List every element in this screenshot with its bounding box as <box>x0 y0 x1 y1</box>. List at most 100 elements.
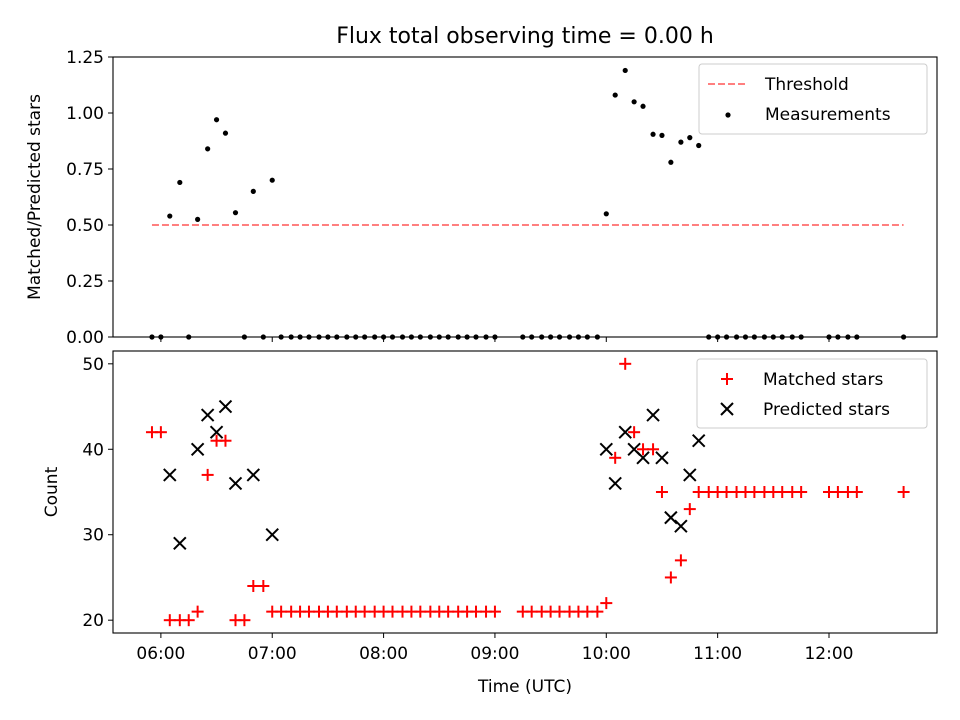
predicted-star-point <box>246 468 261 482</box>
measurement-point <box>659 132 665 138</box>
predicted-star-point <box>636 451 650 465</box>
predicted-star-point <box>218 399 233 414</box>
legend-matched-swatch <box>721 373 733 385</box>
measurement-point <box>640 103 646 109</box>
predicted-star-point <box>200 408 215 422</box>
top-panel: 0.00 0.25 0.50 0.75 1.00 1.25 Matched/Predict… <box>25 48 938 348</box>
measurement-point <box>205 146 211 152</box>
matched-star-point <box>247 580 260 592</box>
legend-predicted-label: Predicted stars <box>763 400 890 420</box>
measurement-point <box>631 99 637 105</box>
matched-star-point <box>647 443 660 456</box>
matched-star-point <box>358 605 371 618</box>
measurement-point <box>269 177 275 183</box>
matched-star-point <box>674 554 687 567</box>
predicted-star-point <box>655 451 669 465</box>
legend-predicted-swatch <box>720 402 734 416</box>
matched-star-point <box>219 434 232 447</box>
matched-star-point <box>182 614 195 627</box>
top-y-axis-label: Matched/Predicted stars <box>25 94 45 300</box>
bottom-legend-box <box>696 358 928 429</box>
bottom-panel: 20 30 40 50 06:00 07:00 08:00 09:00 10:00 11:00 12… <box>42 350 938 697</box>
matched-star-point <box>581 605 594 618</box>
top-data <box>149 67 907 340</box>
bottom-data <box>145 357 910 627</box>
matched-star-point <box>720 486 733 498</box>
matched-star-point <box>776 486 789 498</box>
top-y-tick-label: 1.25 <box>66 48 104 68</box>
measurement-point <box>696 142 702 149</box>
matched-star-point <box>442 605 455 618</box>
bottom-x-tick-label: 08:00 <box>359 644 408 664</box>
bottom-y-tick-label: 30 <box>82 526 104 546</box>
matched-star-point <box>163 614 176 627</box>
matched-star-point <box>238 614 251 627</box>
legend-threshold-label: Threshold <box>764 75 849 95</box>
top-y-tick-label: 0.00 <box>66 328 104 348</box>
predicted-star-point <box>599 442 613 456</box>
matched-star-point <box>553 605 566 618</box>
measurement-point <box>603 211 609 217</box>
bottom-legend: Matched stars Predicted stars <box>696 358 928 429</box>
top-legend-box <box>698 63 928 135</box>
measurement-point <box>195 216 201 222</box>
measurement-point <box>612 92 618 98</box>
matched-star-point <box>897 486 910 498</box>
measurement-point <box>622 67 628 74</box>
measurement-point <box>222 130 229 136</box>
matched-star-point <box>201 468 214 481</box>
legend-measurements-label: Measurements <box>765 105 891 125</box>
top-ticks: 0.00 0.25 0.50 0.75 1.00 1.25 <box>66 48 830 348</box>
matched-star-point <box>628 426 641 439</box>
bottom-x-tick-label: 12:00 <box>804 644 853 664</box>
top-plot-frame <box>112 56 938 338</box>
predicted-star-point <box>683 468 697 482</box>
predicted-star-point <box>163 468 177 482</box>
top-chart-title: Flux total observing time = 0.00 h <box>336 24 714 49</box>
predicted-star-point <box>190 442 205 456</box>
top-y-tick-label: 1.00 <box>66 104 104 124</box>
matched-star-point <box>637 443 650 456</box>
bottom-x-tick-label: 07:00 <box>248 644 297 664</box>
bottom-x-axis-label: Time (UTC) <box>477 677 572 697</box>
matched-star-point <box>488 605 501 618</box>
matched-star-point <box>302 605 315 618</box>
predicted-star-point <box>646 408 660 422</box>
predicted-star-point <box>608 476 622 491</box>
matched-star-point <box>154 426 167 439</box>
measurement-point <box>650 131 656 137</box>
top-legend: Threshold Measurements <box>698 63 928 135</box>
matched-star-point <box>470 605 483 618</box>
top-y-tick-label: 0.75 <box>66 160 104 180</box>
predicted-star-point <box>674 519 688 533</box>
measurement-point <box>213 117 220 123</box>
matched-star-point <box>591 605 604 618</box>
predicted-star-point <box>664 510 678 525</box>
bottom-y-tick-label: 40 <box>82 440 104 460</box>
bottom-y-axis-label: Count <box>42 466 62 517</box>
matched-star-point <box>600 597 613 610</box>
matched-star-point <box>330 605 343 618</box>
top-y-tick-label: 0.50 <box>66 216 104 236</box>
bottom-plot-frame <box>112 350 938 634</box>
matched-star-point <box>619 357 632 370</box>
matched-star-point <box>386 605 399 618</box>
measurement-point <box>167 213 173 219</box>
predicted-star-point <box>265 528 279 542</box>
predicted-star-point <box>618 425 632 439</box>
predicted-star-point <box>173 536 187 550</box>
predicted-star-point <box>692 434 706 448</box>
matched-star-point <box>850 486 863 498</box>
measurement-point <box>232 210 239 216</box>
bottom-x-tick-label: 10:00 <box>582 644 631 664</box>
bottom-x-tick-label: 11:00 <box>693 644 742 664</box>
top-y-tick-label: 0.25 <box>66 272 104 292</box>
bottom-ticks: 20 30 40 50 06:00 07:00 08:00 09:00 10:00 11:00 12… <box>82 355 853 664</box>
measurement-point <box>678 139 684 145</box>
matched-star-point <box>414 605 427 618</box>
bottom-x-tick-label: 09:00 <box>470 644 519 664</box>
bottom-x-tick-label: 06:00 <box>136 644 185 664</box>
bottom-y-tick-label: 20 <box>82 611 104 631</box>
matched-star-point <box>683 503 696 516</box>
